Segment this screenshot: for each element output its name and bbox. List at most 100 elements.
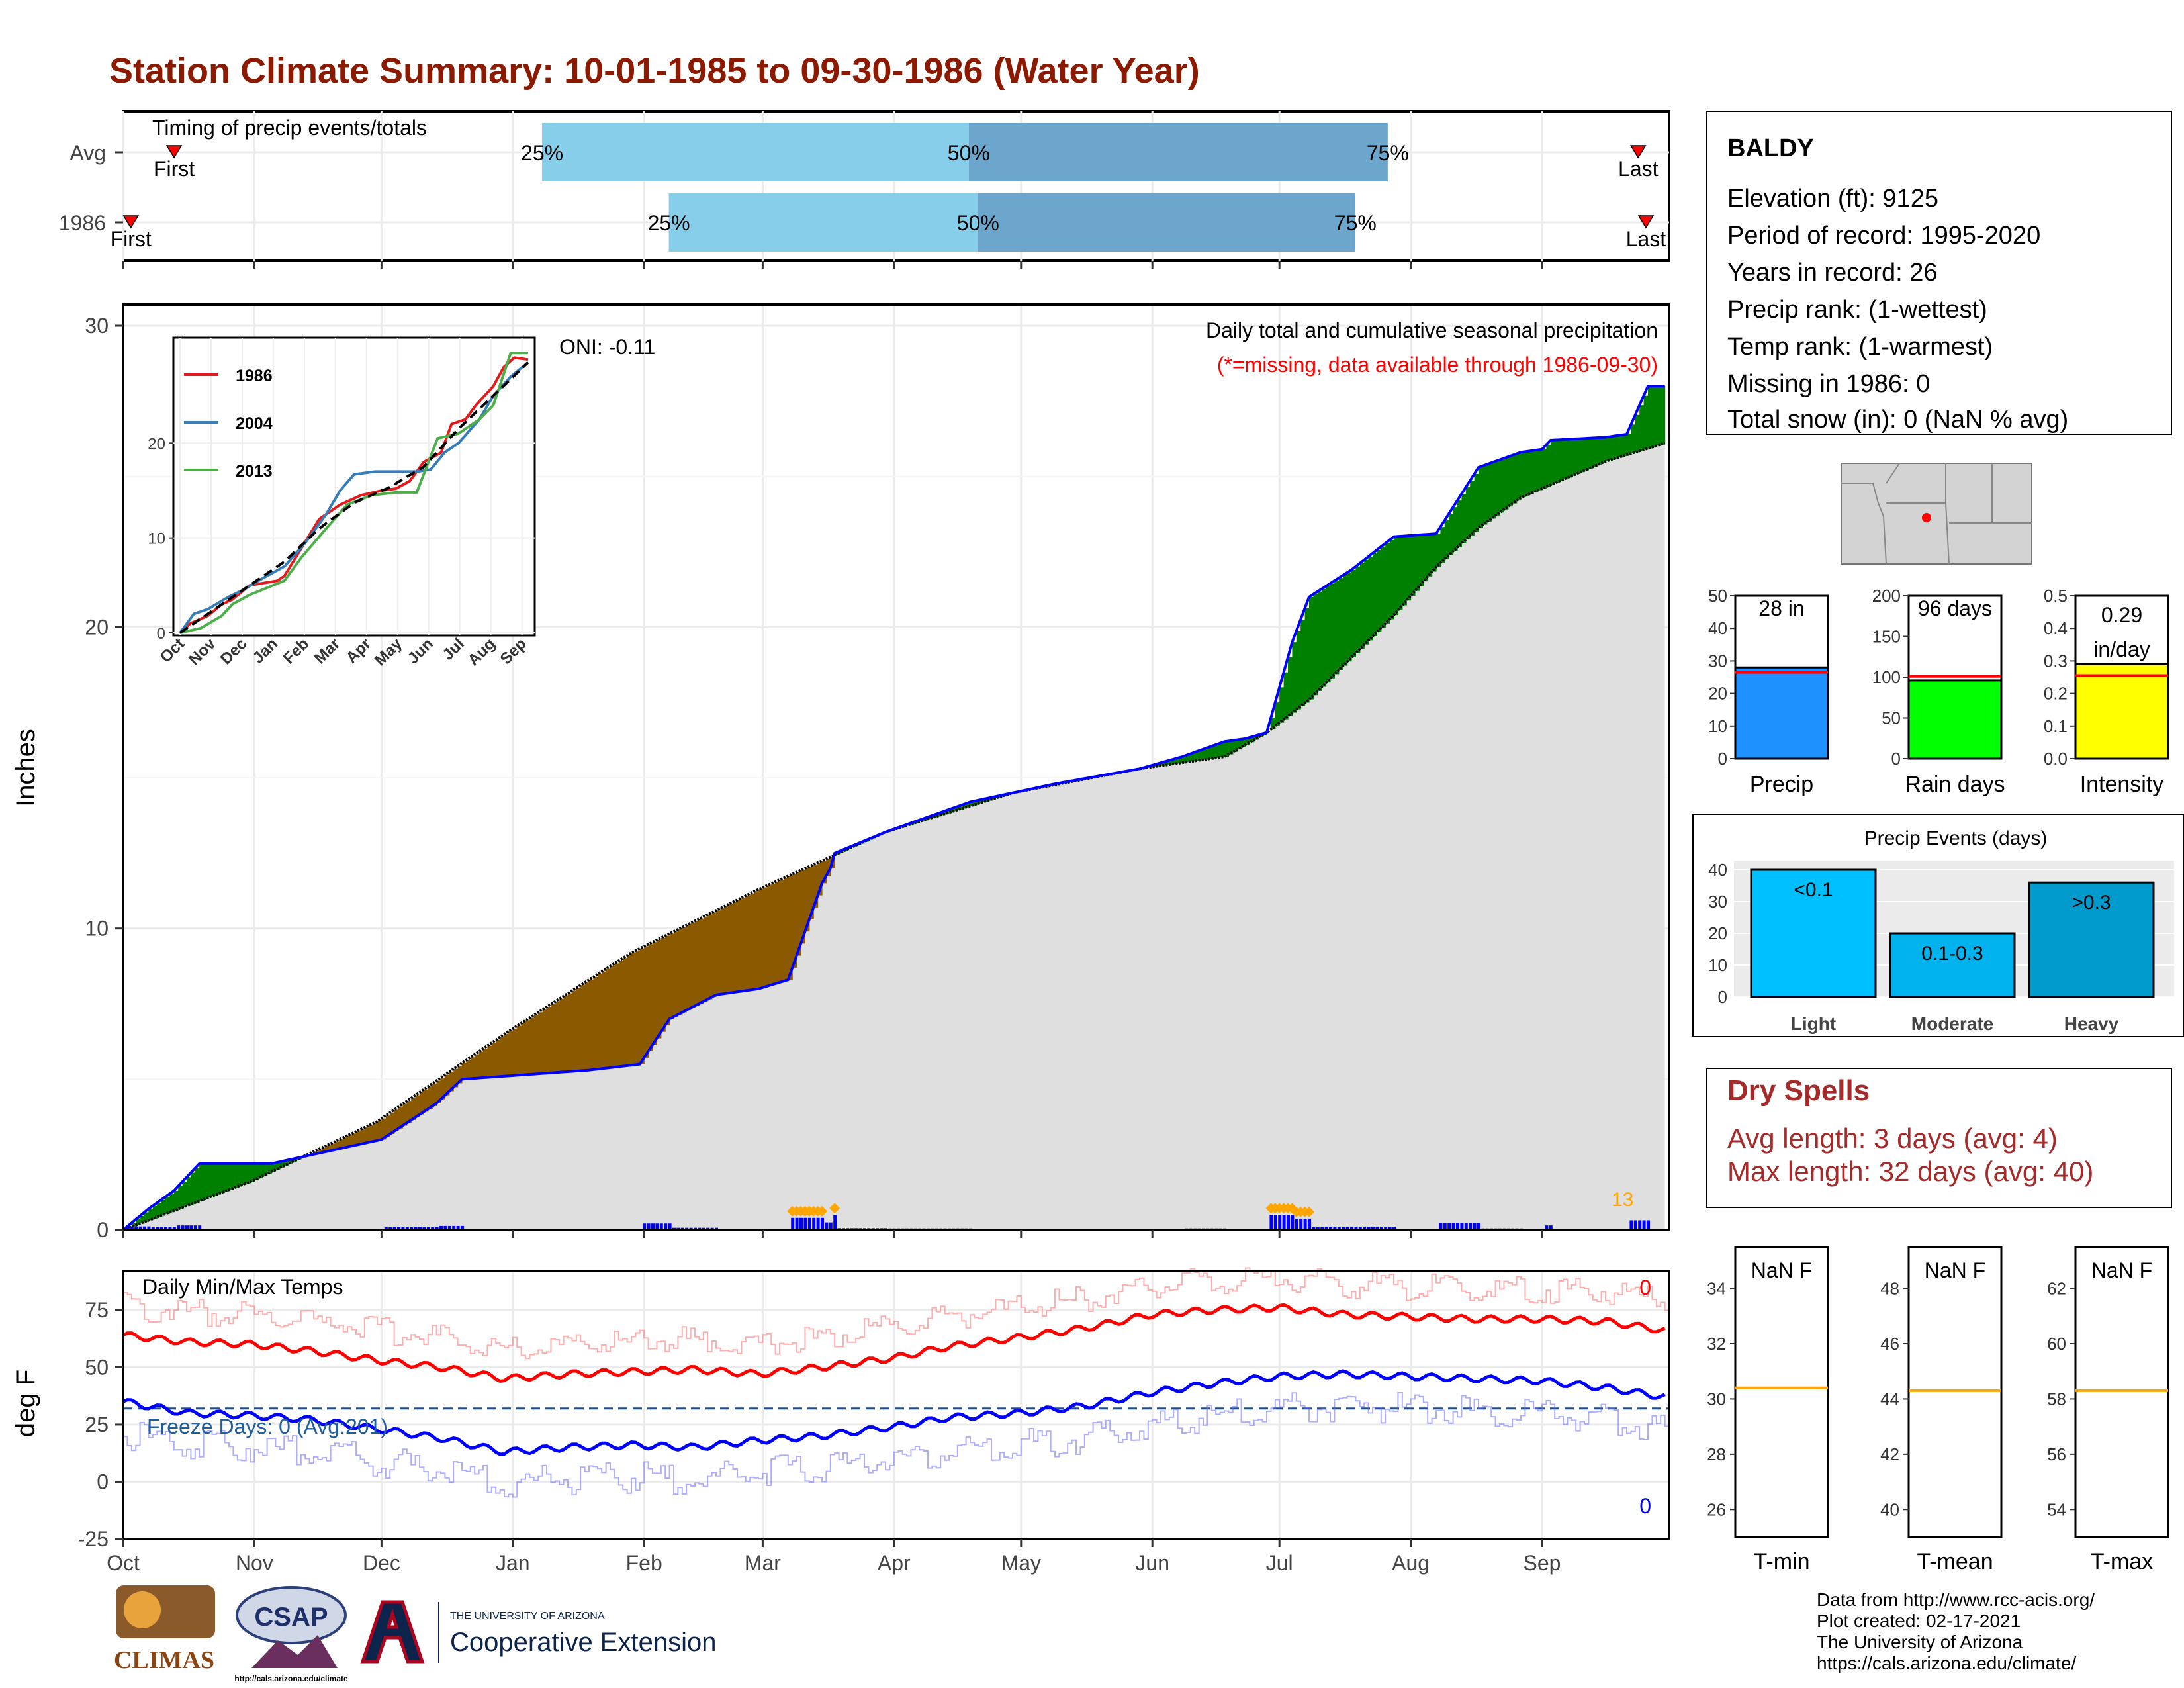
- footer-created: Plot created: 02-17-2021: [1817, 1611, 2021, 1631]
- deficit-segment: [733, 902, 738, 993]
- surplus-segment: [1592, 438, 1598, 467]
- surplus-segment: [1521, 452, 1525, 498]
- deficit-segment: [584, 982, 590, 1071]
- temp-box-y-tick-label: 58: [2047, 1389, 2066, 1409]
- surplus-segment: [1580, 438, 1585, 473]
- surplus-segment: [936, 814, 941, 817]
- daily-precip-bar: [447, 1225, 451, 1230]
- daily-precip-bar: [1291, 1215, 1295, 1230]
- deficit-segment: [356, 1131, 361, 1145]
- temp-box-y-tick-label: 48: [1880, 1279, 1899, 1299]
- daily-precip-bar: [1320, 1227, 1324, 1230]
- dry-spells-title: Dry Spells: [1727, 1074, 1870, 1107]
- mini-bar-category-label: Precip: [1750, 772, 1813, 797]
- precip-y-tick-label: 0: [97, 1218, 109, 1242]
- surplus-segment: [1275, 702, 1280, 726]
- station-info-box: BALDY Elevation (ft): 9125 Period of rec…: [1706, 111, 2172, 435]
- daily-precip-bar: [392, 1227, 396, 1230]
- deficit-segment: [343, 1137, 348, 1149]
- deficit-segment: [792, 874, 797, 968]
- daily-precip-bar: [807, 1217, 811, 1230]
- daily-precip-bar: [198, 1225, 202, 1230]
- temp-box-value: NaN F: [1751, 1258, 1812, 1282]
- inset-lines: [179, 352, 529, 634]
- mini-bar-y-tick-label: 0: [1891, 749, 1901, 769]
- dry-spells-avg: Avg length: 3 days (avg: 4): [1727, 1123, 2058, 1154]
- precip-y-tick-label: 10: [85, 917, 109, 941]
- daily-precip-bar: [397, 1227, 400, 1230]
- daily-precip-bar: [1329, 1227, 1332, 1230]
- precip-y-ticks: 0 10 20 30: [85, 314, 1543, 1242]
- daily-precip-bar: [1333, 1227, 1337, 1230]
- deficit-segment: [364, 1127, 369, 1144]
- deficit-segment: [822, 861, 827, 884]
- mini-bar-y-tick-label: 0.2: [2044, 684, 2068, 704]
- deficit-segment: [766, 885, 772, 986]
- surplus-segment: [1232, 740, 1238, 752]
- timing-bar-upper-half: [978, 193, 1355, 252]
- timing-percent-label: 50%: [957, 211, 999, 235]
- surplus-segment: [1559, 440, 1564, 481]
- surplus-segment: [173, 1190, 179, 1211]
- deficit-segment: [660, 937, 666, 1032]
- deficit-segment: [466, 1060, 471, 1079]
- deficit-segment: [826, 859, 831, 876]
- station-period: Period of record: 1995-2020: [1727, 222, 2040, 250]
- surplus-segment: [1385, 543, 1390, 624]
- surplus-segment: [1423, 534, 1428, 582]
- temp-y-tick-label: 75: [85, 1298, 109, 1322]
- daily-precip-bar: [1278, 1215, 1282, 1230]
- deficit-segment: [631, 953, 636, 1066]
- deficit-segment: [780, 880, 784, 982]
- mini-bar-intensity: [2074, 663, 2169, 760]
- timing-percent-label: 25%: [648, 211, 690, 235]
- surplus-segment: [1656, 386, 1661, 446]
- surplus-segment: [1186, 755, 1191, 763]
- locator-map: [1841, 463, 2032, 565]
- deficit-segment: [517, 1025, 522, 1076]
- surplus-segment: [1571, 439, 1576, 476]
- timing-percent-label: 75%: [1334, 211, 1377, 235]
- surplus-segment: [140, 1215, 145, 1224]
- surplus-segment: [258, 1163, 263, 1178]
- daily-precip-bar: [795, 1217, 799, 1230]
- daily-precip-bar: [168, 1227, 172, 1230]
- deficit-segment: [614, 963, 619, 1068]
- deficit-segment: [597, 974, 602, 1070]
- mini-bar-y-tick-label: 0.5: [2044, 586, 2068, 606]
- surplus-segment: [144, 1212, 149, 1222]
- deficit-segment: [639, 948, 645, 1064]
- daily-precip-bar: [401, 1227, 405, 1230]
- daily-precip-bar: [1388, 1226, 1392, 1230]
- surplus-segment: [940, 812, 946, 816]
- surplus-segment: [267, 1163, 272, 1174]
- daily-precip-bar: [659, 1223, 663, 1230]
- daily-precip-bar: [193, 1225, 197, 1230]
- deficit-segment: [593, 976, 598, 1070]
- surplus-segment: [1457, 500, 1462, 547]
- deficit-segment: [449, 1072, 454, 1092]
- deficit-segment: [657, 939, 662, 1039]
- surplus-segment: [1296, 631, 1301, 710]
- surplus-segment: [1410, 535, 1416, 596]
- footer-university: The University of Arizona: [1817, 1632, 2023, 1652]
- daily-precip-bar: [1379, 1226, 1383, 1230]
- deficit-segment: [369, 1125, 374, 1143]
- surplus-segment: [1292, 642, 1297, 713]
- month-tick-label: Apr: [878, 1551, 911, 1575]
- daily-precip-bar: [1337, 1227, 1341, 1230]
- deficit-segment: [360, 1129, 365, 1145]
- csap-logo: CSAP http://cals.arizona.edu/climate: [234, 1586, 348, 1683]
- daily-min-temp-line: [123, 1391, 1669, 1498]
- deficit-segment: [627, 955, 632, 1066]
- summary-mini-bars: 0 10 20 30 40 50 Precip 0 50 100 150 200 Rain days 0.…: [1708, 586, 2169, 797]
- surplus-segment: [1317, 591, 1322, 691]
- month-tick-label: Sep: [1524, 1551, 1561, 1575]
- surplus-segment: [1288, 657, 1293, 716]
- temp-box-y-tick-label: 54: [2047, 1499, 2066, 1519]
- dry-spells-box: Dry Spells Avg length: 3 days (avg: 4) M…: [1706, 1068, 2172, 1208]
- daily-precip-bar: [1312, 1227, 1316, 1230]
- csap-logo-text: CSAP: [254, 1603, 328, 1632]
- daily-precip-bar: [443, 1225, 447, 1230]
- month-tick-label: Jun: [1135, 1551, 1169, 1575]
